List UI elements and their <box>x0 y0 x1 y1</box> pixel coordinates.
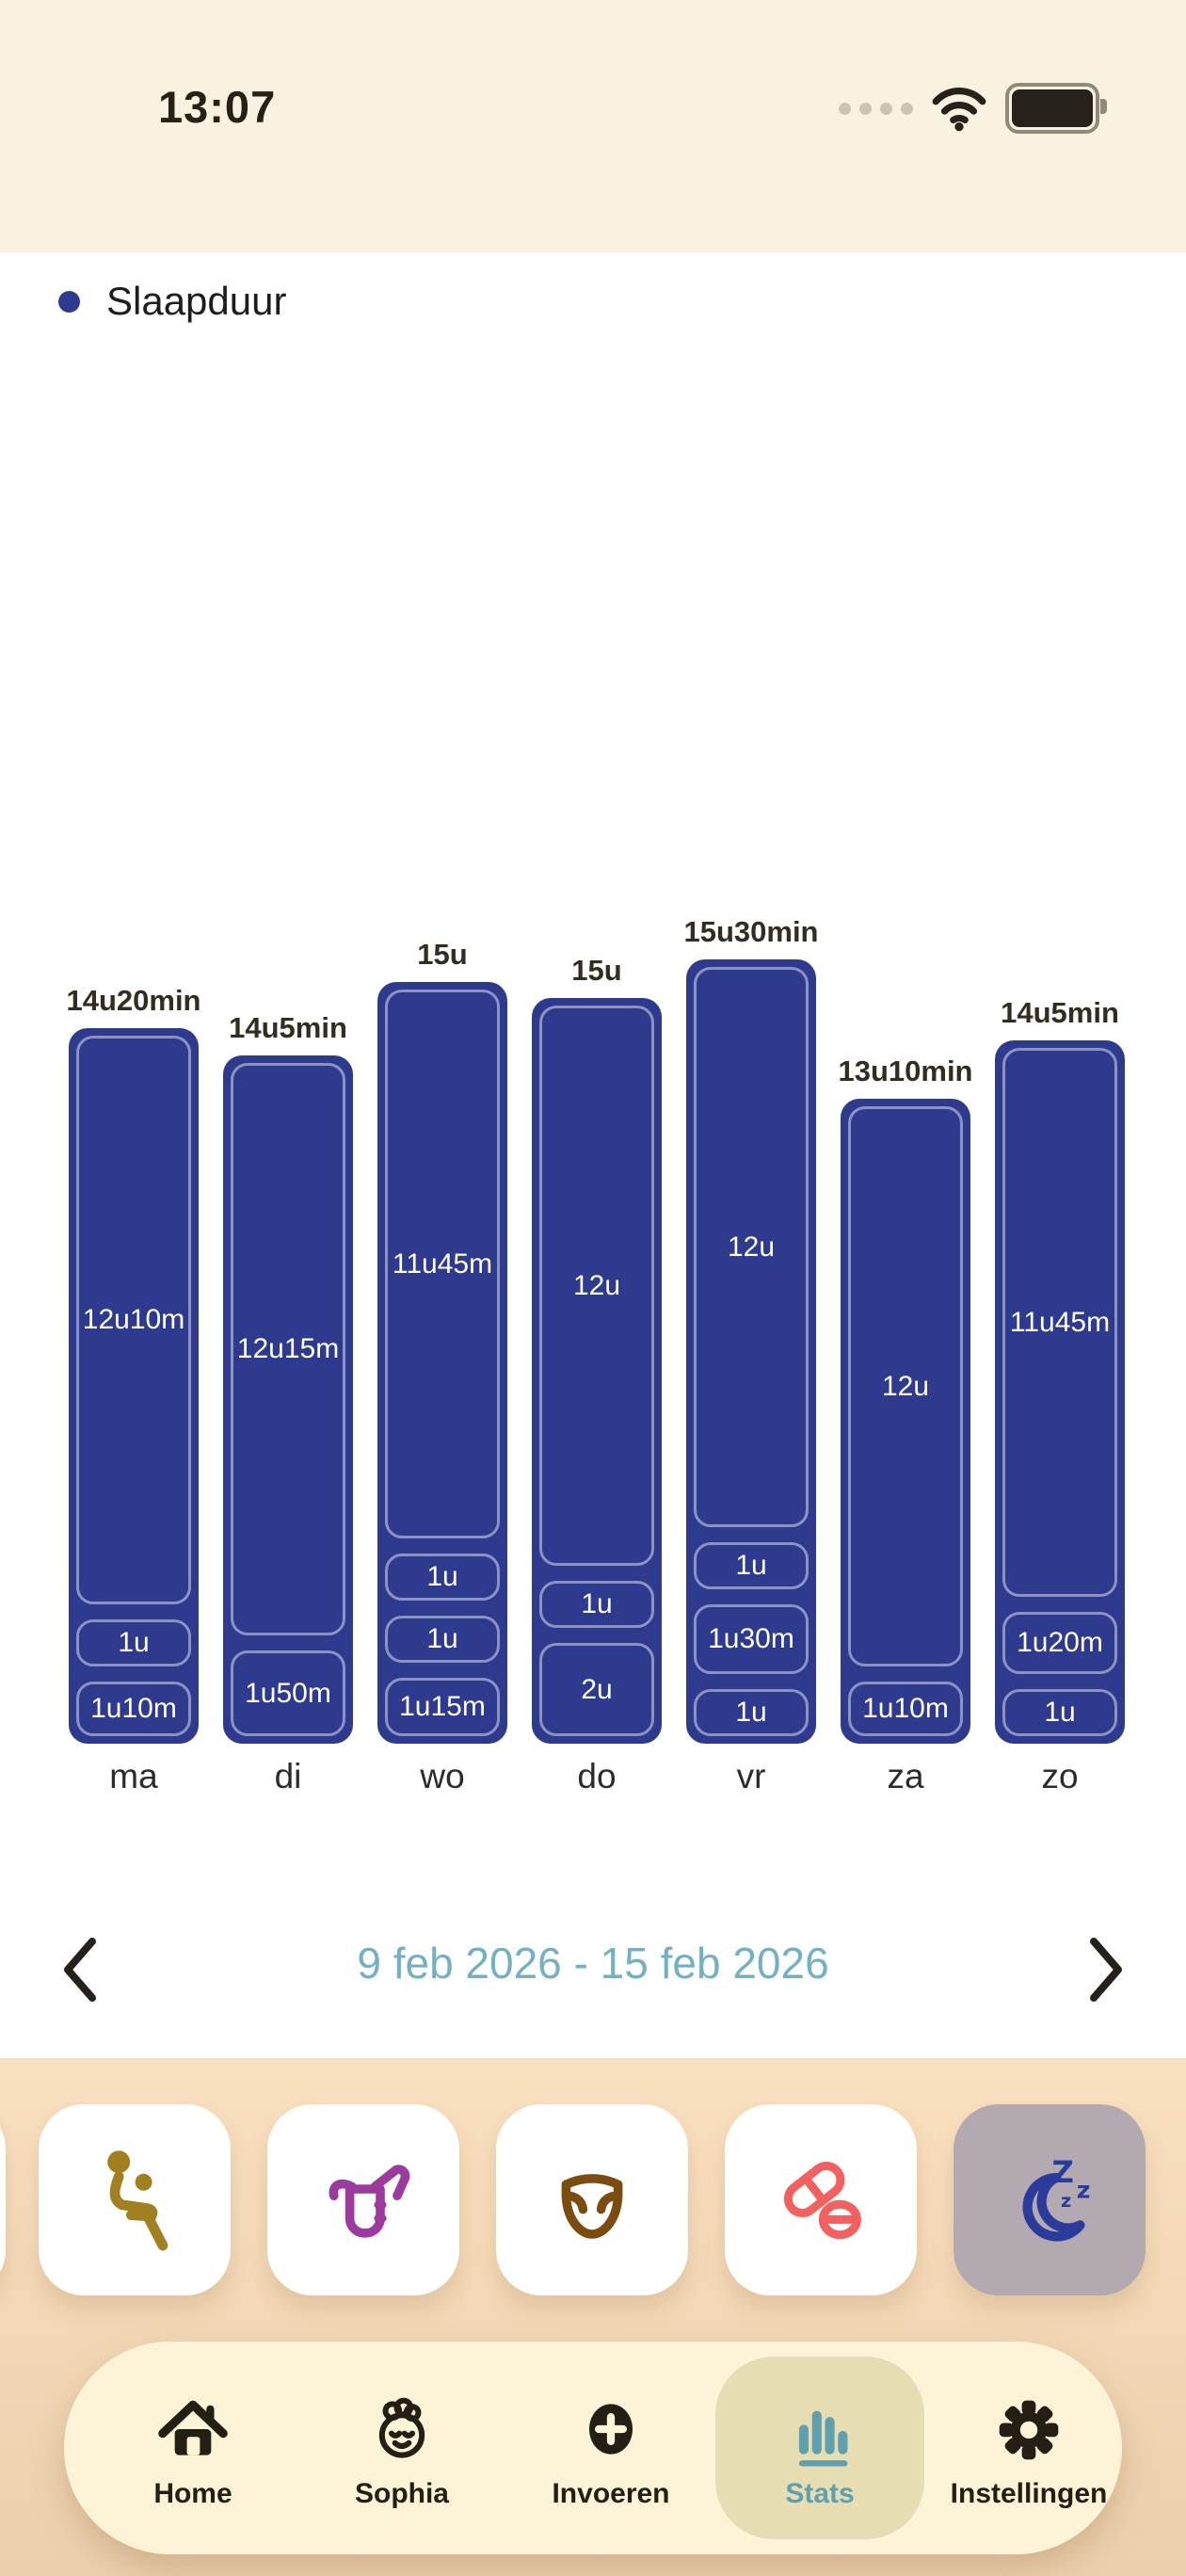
diaper-icon <box>561 2173 623 2239</box>
category-button-seat[interactable] <box>39 2104 231 2295</box>
page-title: Slaapduur <box>106 279 287 323</box>
date-range-label: 9 feb 2026 - 15 feb 2026 <box>357 1939 829 1988</box>
sleep-segment: 12u <box>694 967 809 1527</box>
svg-text:z: z <box>1061 2190 1071 2212</box>
sleep-bar-wo[interactable]: 11u45m 1u 1u 1u15m <box>377 982 507 1744</box>
sleep-bar-di[interactable]: 12u15m 1u50m <box>223 1055 353 1744</box>
chart-header: Slaapduur <box>58 279 286 324</box>
gear-icon <box>999 2400 1059 2460</box>
sleep-segment: 1u <box>385 1616 500 1663</box>
bar-total-label-wo: 15u <box>417 938 468 971</box>
svg-text:z: z <box>1077 2176 1091 2203</box>
tab-invoeren[interactable]: Invoeren <box>506 2357 715 2539</box>
bar-total-label-ma: 14u20min <box>66 984 201 1017</box>
bar-total-label-do: 15u <box>571 954 622 987</box>
bar-total-label-za: 13u10min <box>838 1055 973 1087</box>
sleep-segment: 2u <box>539 1643 654 1736</box>
tab-home-label: Home <box>153 2478 232 2509</box>
day-label-ma: ma <box>109 1757 158 1795</box>
sleep-segment: 1u <box>385 1554 500 1601</box>
moon-zzz-icon: Z z z <box>1022 2153 1091 2241</box>
sleep-segment: 1u15m <box>385 1678 500 1736</box>
tab-invoeren-label: Invoeren <box>552 2478 670 2509</box>
home-icon <box>158 2400 228 2455</box>
sleep-segment: 12u10m <box>76 1036 191 1604</box>
add-circle-icon <box>589 2404 633 2455</box>
tab-stats[interactable]: Stats <box>715 2357 924 2539</box>
category-button-feeding-pump[interactable] <box>267 2104 459 2295</box>
sleep-segment: 1u <box>1002 1689 1117 1736</box>
bottom-panel: Z z z Home <box>0 2058 1186 2576</box>
bar-total-label-di: 14u5min <box>229 1011 347 1044</box>
status-icons <box>839 83 1107 134</box>
sleep-bar-vr[interactable]: 12u 1u 1u30m 1u <box>686 959 816 1744</box>
seat-icon <box>107 2149 168 2250</box>
day-label-za: za <box>887 1757 924 1795</box>
tab-sophia[interactable]: Sophia <box>297 2357 506 2539</box>
day-label-vr: vr <box>736 1757 766 1795</box>
sleep-bar-ma[interactable]: 12u10m 1u 1u10m <box>69 1028 199 1744</box>
svg-text:Z: Z <box>1051 2153 1074 2189</box>
sleep-segment: 12u <box>848 1106 963 1666</box>
battery-icon <box>1005 83 1107 134</box>
tab-stats-label: Stats <box>785 2478 855 2509</box>
tab-instellingen-label: Instellingen <box>950 2478 1108 2509</box>
sleep-segment: 11u45m <box>1002 1048 1117 1597</box>
tab-home[interactable]: Home <box>88 2357 297 2539</box>
tab-instellingen[interactable]: Instellingen <box>924 2357 1133 2539</box>
legend-dot-icon <box>58 290 80 313</box>
pills-icon <box>783 2161 861 2239</box>
baby-face-icon <box>378 2397 425 2458</box>
day-label-zo: zo <box>1041 1757 1079 1795</box>
bar-chart-icon <box>798 2410 848 2467</box>
category-button-partial[interactable] <box>0 2104 6 2295</box>
tab-bar: Home Sophia Invoere <box>64 2342 1122 2554</box>
sleep-segment: 1u50m <box>231 1650 345 1736</box>
sleep-segment: 1u30m <box>694 1604 809 1674</box>
previous-week-button[interactable] <box>47 1932 113 2007</box>
feeding-pump-icon <box>329 2164 410 2238</box>
sleep-segment: 1u <box>539 1581 654 1628</box>
day-label-wo: wo <box>420 1757 465 1795</box>
category-button-sleep[interactable]: Z z z <box>954 2104 1146 2295</box>
sleep-segment: 1u <box>694 1689 809 1736</box>
sleep-bar-zo[interactable]: 11u45m 1u20m 1u <box>995 1040 1125 1744</box>
sleep-segment: 11u45m <box>385 990 500 1538</box>
bar-total-label-zo: 14u5min <box>1001 996 1119 1029</box>
sleep-segment: 1u20m <box>1002 1612 1117 1674</box>
sleep-bar-za[interactable]: 12u 1u10m <box>841 1099 970 1744</box>
sleep-segment: 1u <box>694 1542 809 1589</box>
cellular-signal-icon <box>839 102 913 115</box>
category-button-medicine[interactable] <box>725 2104 917 2295</box>
wifi-icon <box>932 87 986 132</box>
status-bar: 13:07 <box>0 0 1186 252</box>
sleep-segment: 12u <box>539 1006 654 1566</box>
day-label-do: do <box>577 1757 617 1795</box>
sleep-segment: 1u <box>76 1619 191 1666</box>
category-button-diaper[interactable] <box>496 2104 688 2295</box>
status-time: 13:07 <box>158 82 277 132</box>
sleep-bar-do[interactable]: 12u 1u 2u <box>532 998 662 1744</box>
sleep-segment: 1u10m <box>848 1682 963 1736</box>
day-label-di: di <box>274 1757 302 1795</box>
sleep-segment: 1u10m <box>76 1682 191 1736</box>
tab-sophia-label: Sophia <box>354 2478 449 2509</box>
sleep-segment: 12u15m <box>231 1063 345 1635</box>
next-week-button[interactable] <box>1073 1932 1139 2007</box>
bar-total-label-vr: 15u30min <box>683 915 819 948</box>
